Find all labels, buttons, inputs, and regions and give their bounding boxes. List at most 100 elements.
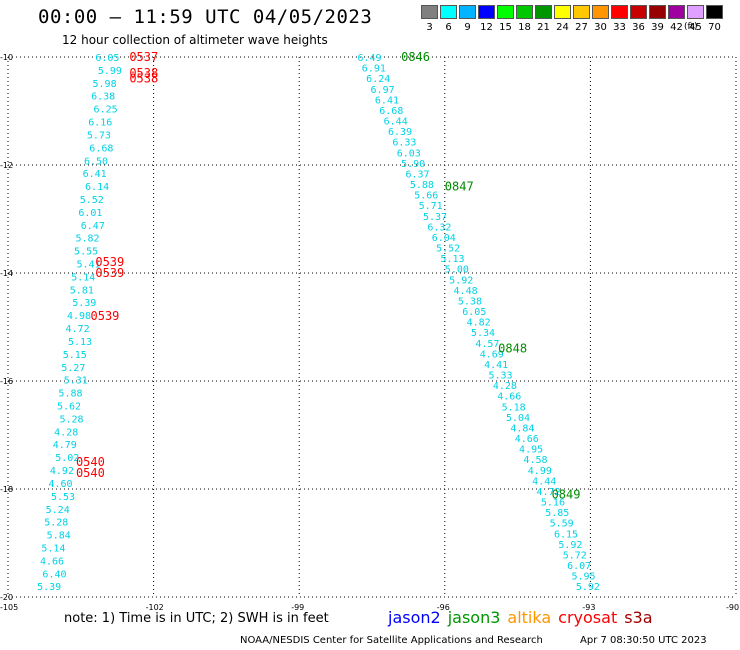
swh-value: 5.39 bbox=[37, 582, 61, 593]
swh-value: 5.18 bbox=[502, 402, 526, 413]
swh-value: 5.92 bbox=[558, 540, 582, 551]
legend-swatch bbox=[554, 5, 571, 19]
lat-tick-label: -14 bbox=[0, 269, 13, 278]
swh-value: 5.72 bbox=[563, 550, 587, 561]
swh-value: 4.84 bbox=[510, 423, 534, 434]
swh-value: 4.95 bbox=[519, 445, 543, 456]
orbit-time-label: 0537 bbox=[129, 50, 158, 64]
swh-value: 5.52 bbox=[436, 244, 460, 255]
legend-swatch bbox=[611, 5, 628, 19]
swh-value: 4.41 bbox=[484, 360, 508, 371]
legend-label: 70 bbox=[708, 22, 721, 33]
swh-value: 4.57 bbox=[475, 339, 499, 350]
legend-swatch bbox=[649, 5, 666, 19]
swh-value: 5.90 bbox=[401, 159, 425, 170]
legend-swatch bbox=[668, 5, 685, 19]
swh-value: 5.66 bbox=[414, 191, 438, 202]
orbit-time-label: 0540 bbox=[76, 455, 105, 469]
lon-tick-label: -90 bbox=[726, 603, 739, 612]
swh-value: 4.60 bbox=[48, 479, 72, 490]
swh-value: 6.32 bbox=[427, 222, 451, 233]
legend-swatch bbox=[592, 5, 609, 19]
orbit-time-label: 0846 bbox=[401, 50, 430, 64]
swh-value: 4.72 bbox=[537, 487, 561, 498]
lat-tick-label: -20 bbox=[0, 593, 13, 602]
legend-swatch bbox=[687, 5, 704, 19]
swh-value: 4.99 bbox=[528, 466, 552, 477]
page-subtitle: 12 hour collection of altimeter wave hei… bbox=[62, 33, 328, 47]
swh-value: 5.85 bbox=[545, 508, 569, 519]
lon-tick-label: -102 bbox=[146, 603, 164, 612]
swh-value: 6.04 bbox=[432, 233, 456, 244]
swh-value: 6.44 bbox=[384, 117, 408, 128]
swh-value: 6.47 bbox=[81, 221, 105, 232]
swh-value: 5.82 bbox=[75, 234, 99, 245]
swh-value: 4.72 bbox=[66, 324, 90, 335]
satellite-cryosat: cryosat bbox=[558, 608, 618, 627]
swh-value: 5.37 bbox=[423, 212, 447, 223]
swh-value: 5.13 bbox=[68, 337, 92, 348]
map-grid bbox=[7, 56, 737, 598]
swh-value: 6.25 bbox=[94, 105, 118, 116]
lon-tick-label: -105 bbox=[0, 603, 18, 612]
swh-value: 6.97 bbox=[371, 85, 395, 96]
satellite-legend: jason2 jason3 altika cryosat s3a bbox=[388, 608, 660, 627]
legend-swatch bbox=[516, 5, 533, 19]
west-track: 6.05 5.99 5.98 6.38 6.25 6.165.73 6.68 6.50 6.41… bbox=[37, 50, 158, 593]
swh-value: 4.48 bbox=[454, 286, 478, 297]
lat-tick-label: -16 bbox=[0, 377, 13, 386]
swh-value: 4.66 bbox=[515, 434, 539, 445]
swh-value: 6.07 bbox=[567, 561, 591, 572]
swh-value: 5.62 bbox=[57, 401, 81, 412]
orbit-time-label: 0539 bbox=[95, 255, 124, 269]
legend-swatch bbox=[535, 5, 552, 19]
swh-value: 4.28 bbox=[493, 381, 517, 392]
lat-tick-label: -18 bbox=[0, 485, 13, 494]
swh-value: 6.38 bbox=[91, 92, 115, 103]
orbit-time-label: 0849 bbox=[552, 487, 581, 501]
legend-swatch bbox=[459, 5, 476, 19]
swh-value: 6.14 bbox=[85, 182, 109, 193]
swh-value: 5.39 bbox=[72, 298, 96, 309]
swh-value: 5.24 bbox=[46, 505, 70, 516]
orbit-time-label: 0539 bbox=[95, 266, 124, 280]
swh-value: 5.52 bbox=[80, 195, 104, 206]
lat-tick-label: -10 bbox=[0, 53, 13, 62]
swh-value: 6.41 bbox=[375, 95, 399, 106]
legend-label: 45 bbox=[689, 22, 702, 33]
swh-value: 5.41 bbox=[77, 260, 101, 271]
legend-label: 6 bbox=[445, 22, 452, 33]
legend-swatch bbox=[440, 5, 457, 19]
swh-value: 5.95 bbox=[571, 572, 595, 583]
swh-value: 6.41 bbox=[83, 169, 107, 180]
swh-value: 6.24 bbox=[366, 74, 390, 85]
swh-value: 5.88 bbox=[58, 389, 82, 400]
swh-value: 5.00 bbox=[445, 265, 469, 276]
swh-value: 4.28 bbox=[54, 427, 78, 438]
satellite-jason3: jason3 bbox=[447, 608, 501, 627]
swh-value: 5.02 bbox=[55, 453, 79, 464]
swh-value: 5.73 bbox=[87, 130, 111, 141]
page-title: 00:00 — 11:59 UTC 04/05/2023 bbox=[38, 6, 373, 28]
swh-value: 5.98 bbox=[93, 79, 117, 90]
swh-value: 6.50 bbox=[84, 156, 108, 167]
swh-value: 6.49 bbox=[357, 53, 381, 64]
swh-value: 6.39 bbox=[388, 127, 412, 138]
swh-value: 4.66 bbox=[40, 556, 64, 567]
swh-value: 6.03 bbox=[397, 148, 421, 159]
orbit-time-label: 0538 bbox=[129, 72, 158, 86]
orbit-time-label: 0538 bbox=[129, 66, 158, 80]
swh-value: 5.34 bbox=[471, 328, 495, 339]
legend-label: 42 bbox=[670, 22, 683, 33]
swh-value: 5.59 bbox=[550, 519, 574, 530]
swh-value: 5.53 bbox=[51, 492, 75, 503]
lat-tick-label: -12 bbox=[0, 161, 13, 170]
swh-value: 6.33 bbox=[392, 138, 416, 149]
legend-label: 39 bbox=[651, 22, 664, 33]
lon-tick-label: -99 bbox=[291, 603, 304, 612]
legend-swatch bbox=[478, 5, 495, 19]
legend-label: 24 bbox=[556, 22, 569, 33]
legend-label: 21 bbox=[537, 22, 550, 33]
swh-value: 5.15 bbox=[63, 350, 87, 361]
